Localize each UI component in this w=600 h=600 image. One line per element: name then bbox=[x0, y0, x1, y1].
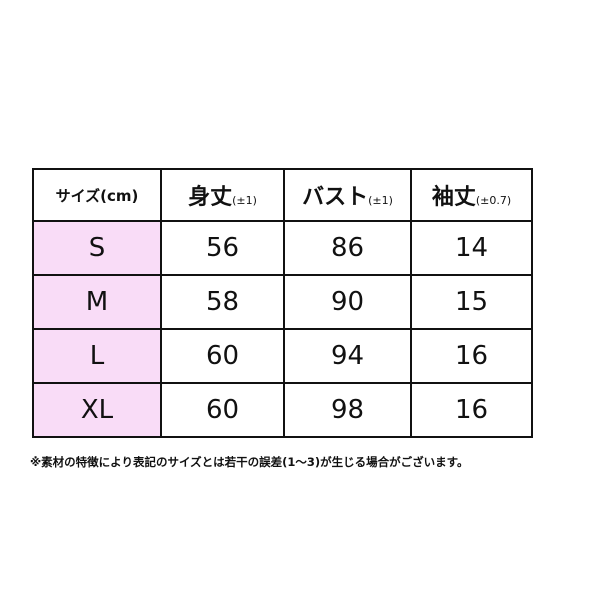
table-body: サイズ(cm) 身丈(±1) バスト(±1) 袖丈(±0.7) S 56 86 14 M… bbox=[32, 168, 533, 438]
value-cell: 94 bbox=[283, 328, 412, 384]
size-cell: M bbox=[32, 274, 162, 330]
header-cell: バスト(±1) bbox=[283, 168, 412, 222]
value-cell: 16 bbox=[410, 382, 533, 438]
header-main: 袖丈 bbox=[431, 185, 476, 210]
footnote: ※素材の特徴により表記のサイズとは若干の誤差(1～3)が生じる場合がございます。 bbox=[30, 455, 469, 469]
table-row: M 58 90 15 bbox=[32, 274, 533, 330]
table-row: XL 60 98 16 bbox=[32, 382, 533, 438]
header-note: (±1) bbox=[232, 194, 257, 207]
value-cell: 60 bbox=[160, 328, 285, 384]
value-cell: 15 bbox=[410, 274, 533, 330]
header-main: 身丈 bbox=[188, 185, 233, 210]
size-table: サイズ(cm) 身丈(±1) バスト(±1) 袖丈(±0.7) S 56 86 14 M… bbox=[32, 168, 533, 438]
value-cell: 98 bbox=[283, 382, 412, 438]
size-cell: XL bbox=[32, 382, 162, 438]
value-cell: 90 bbox=[283, 274, 412, 330]
header-note: (±1) bbox=[368, 194, 393, 207]
value-cell: 14 bbox=[410, 220, 533, 276]
header-note: (±0.7) bbox=[475, 194, 512, 207]
header-cell: 身丈(±1) bbox=[160, 168, 285, 222]
value-cell: 56 bbox=[160, 220, 285, 276]
value-cell: 16 bbox=[410, 328, 533, 384]
value-cell: 86 bbox=[283, 220, 412, 276]
value-cell: 58 bbox=[160, 274, 285, 330]
header-cell: 袖丈(±0.7) bbox=[410, 168, 533, 222]
header-row: サイズ(cm) 身丈(±1) バスト(±1) 袖丈(±0.7) bbox=[32, 168, 533, 222]
value-cell: 60 bbox=[160, 382, 285, 438]
size-cell: L bbox=[32, 328, 162, 384]
table-row: S 56 86 14 bbox=[32, 220, 533, 276]
header-main: バスト bbox=[302, 185, 369, 210]
size-cell: S bbox=[32, 220, 162, 276]
header-cell: サイズ(cm) bbox=[32, 168, 162, 222]
table-row: L 60 94 16 bbox=[32, 328, 533, 384]
